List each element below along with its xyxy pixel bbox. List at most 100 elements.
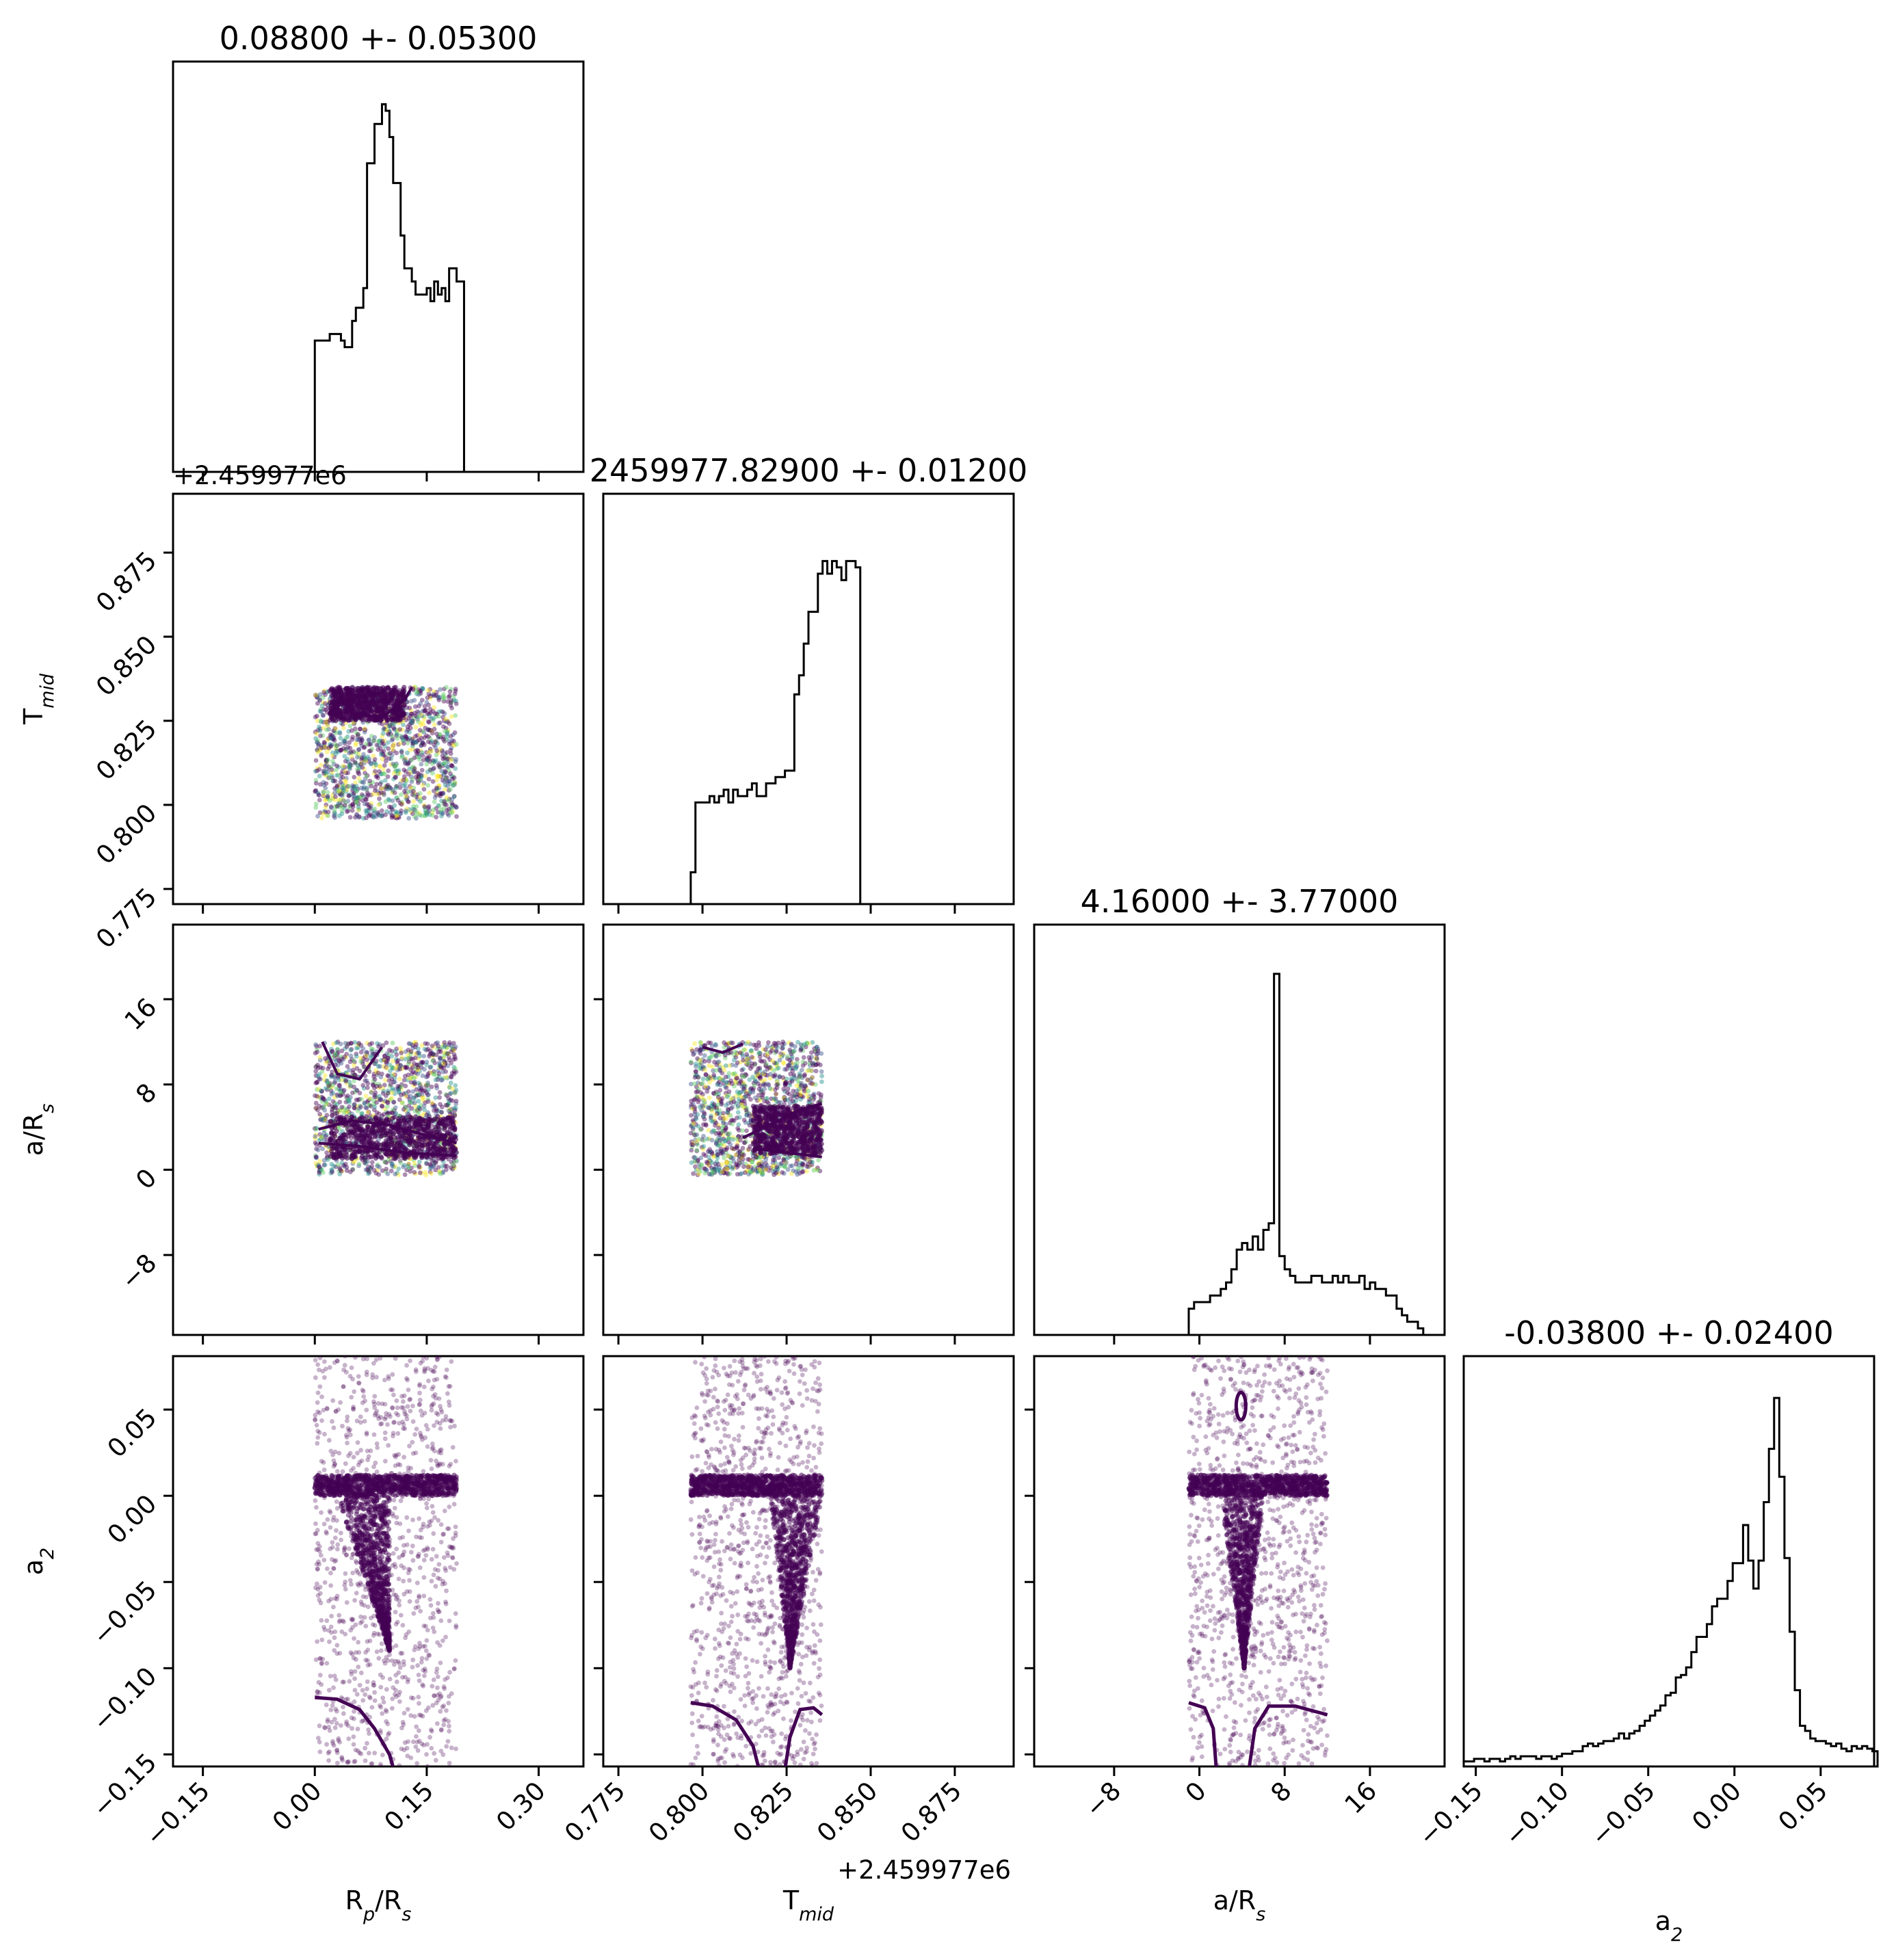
scatter-point bbox=[399, 1050, 404, 1056]
scatter-point bbox=[362, 1064, 367, 1070]
scatter-point bbox=[441, 1059, 446, 1063]
scatter-point bbox=[451, 1065, 457, 1070]
scatter-point bbox=[374, 1070, 380, 1075]
scatter-point bbox=[696, 1094, 701, 1099]
scatter-point bbox=[399, 727, 405, 732]
scatter-point bbox=[362, 757, 367, 763]
scatter-point bbox=[707, 1095, 712, 1100]
scatter-point bbox=[321, 1158, 327, 1163]
scatter-point bbox=[443, 769, 448, 773]
scatter-point bbox=[408, 809, 414, 815]
scatter-point bbox=[393, 1087, 399, 1092]
scatter-point bbox=[339, 1161, 345, 1165]
histogram-step-line bbox=[1462, 1396, 1879, 1768]
scatter-point bbox=[408, 785, 413, 791]
scatter-point bbox=[429, 728, 434, 734]
scatter-point bbox=[369, 746, 375, 752]
scatter-point bbox=[332, 1100, 338, 1106]
scatter-point bbox=[351, 749, 356, 754]
scatter-point bbox=[420, 1095, 425, 1100]
scatter-point bbox=[327, 1083, 332, 1088]
scatter-point bbox=[431, 1158, 436, 1163]
scatter-point bbox=[744, 1169, 749, 1174]
scatter-point bbox=[411, 739, 417, 745]
scatter-point bbox=[353, 780, 358, 785]
scatter-point bbox=[433, 758, 438, 763]
scatter-point bbox=[386, 797, 392, 803]
scatter-point bbox=[424, 762, 430, 767]
scatter-point bbox=[715, 1137, 720, 1143]
scatter-point bbox=[324, 760, 329, 766]
scatter-point bbox=[345, 745, 351, 750]
scatter-point bbox=[378, 786, 384, 791]
scatter-point bbox=[321, 719, 326, 725]
scatter-point-dense bbox=[376, 698, 381, 704]
scatter-point bbox=[438, 1102, 443, 1107]
scatter-point bbox=[813, 1082, 818, 1087]
scatter-point bbox=[445, 1102, 450, 1108]
scatter-point bbox=[795, 1039, 800, 1045]
scatter-point-dense bbox=[398, 1145, 404, 1150]
scatter-point bbox=[392, 790, 397, 795]
scatter-point bbox=[819, 1079, 824, 1085]
scatter-point bbox=[698, 1048, 703, 1052]
scatter-point bbox=[748, 1169, 753, 1175]
scatter-point bbox=[794, 1083, 800, 1088]
scatter-point bbox=[405, 761, 410, 767]
scatter-point bbox=[809, 1162, 815, 1167]
scatter-point bbox=[338, 797, 343, 803]
scatter-point bbox=[403, 1083, 408, 1089]
scatter-point bbox=[695, 1112, 700, 1117]
scatter-point bbox=[782, 1042, 787, 1046]
scatter-point bbox=[315, 1074, 321, 1079]
scatter-point bbox=[713, 1120, 719, 1126]
scatter-point bbox=[763, 1072, 768, 1078]
scatter-point bbox=[797, 1093, 802, 1098]
scatter-point bbox=[430, 1158, 435, 1163]
scatter-point bbox=[362, 730, 367, 734]
scatter-point bbox=[354, 800, 359, 806]
scatter-point bbox=[356, 737, 361, 743]
scatter-point bbox=[451, 793, 457, 799]
scatter-point bbox=[446, 813, 451, 818]
scatter-point bbox=[443, 1069, 449, 1074]
scatter-point bbox=[436, 1049, 442, 1054]
scatter-point bbox=[356, 747, 362, 752]
scatter-point bbox=[444, 1163, 449, 1169]
scatter-point bbox=[430, 1050, 435, 1056]
scatter-point bbox=[693, 1069, 698, 1074]
scatter-point bbox=[425, 1099, 431, 1104]
scatter-point bbox=[728, 1106, 734, 1111]
scatter-point bbox=[448, 703, 453, 708]
scatter-point bbox=[321, 789, 326, 795]
scatter-point bbox=[354, 1054, 359, 1059]
scatter-point bbox=[347, 762, 353, 767]
scatter-point bbox=[730, 1072, 736, 1076]
scatter-point bbox=[391, 763, 397, 768]
scatter-point bbox=[391, 726, 397, 732]
scatter-point bbox=[756, 1074, 761, 1079]
scatter-point bbox=[357, 1096, 362, 1102]
scatter-point bbox=[317, 1132, 323, 1137]
scatter-point bbox=[692, 1097, 697, 1102]
scatter-point bbox=[360, 1056, 366, 1061]
scatter-point bbox=[438, 1063, 443, 1069]
scatter-point bbox=[754, 1156, 760, 1161]
scatter-point-dense bbox=[362, 708, 368, 714]
scatter-point bbox=[368, 1113, 373, 1118]
scatter-point bbox=[376, 1081, 382, 1087]
scatter-point bbox=[403, 1094, 408, 1099]
scatter-point bbox=[730, 1146, 736, 1152]
scatter-point bbox=[700, 1065, 706, 1070]
scatter-point bbox=[424, 1047, 429, 1052]
scatter-point bbox=[409, 1106, 414, 1111]
scatter-point bbox=[345, 1107, 350, 1112]
scatter-point bbox=[404, 736, 409, 741]
scatter-point bbox=[363, 1078, 368, 1083]
scatter-point bbox=[739, 1068, 745, 1073]
scatter-point bbox=[436, 1109, 441, 1113]
scatter-point-dense bbox=[362, 1133, 367, 1139]
scatter-point bbox=[338, 1093, 343, 1098]
scatter-point bbox=[341, 1087, 347, 1093]
scatter-point bbox=[748, 1042, 753, 1046]
